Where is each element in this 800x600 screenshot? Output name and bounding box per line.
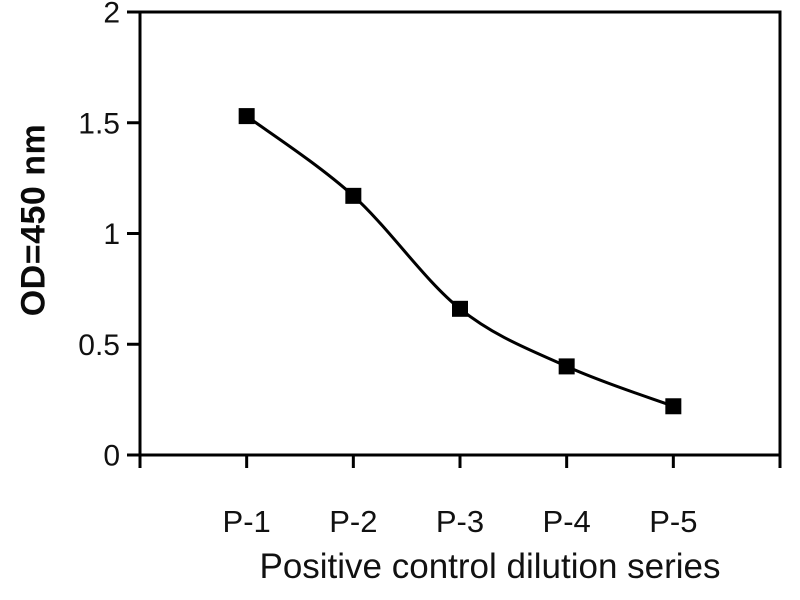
y-tick-label: 2 (103, 0, 120, 30)
y-tick-label: 1 (103, 218, 120, 251)
data-series-line (245, 114, 674, 408)
x-tick-label: P-2 (329, 504, 377, 539)
data-point-marker (665, 398, 682, 415)
x-tick-label: P-5 (649, 504, 697, 539)
x-tick-label: P-3 (436, 504, 484, 539)
data-point-marker (558, 358, 575, 375)
x-axis-title: Positive control dilution series (259, 547, 721, 586)
data-point-marker (345, 187, 362, 204)
y-tick-label: 0 (103, 440, 120, 473)
plot-frame (138, 10, 782, 457)
y-tick-label: 1.5 (78, 107, 120, 140)
data-point-marker (238, 108, 255, 125)
x-tick-label: P-1 (223, 504, 271, 539)
y-tick-label: 0.5 (78, 329, 120, 362)
y-axis-title: OD=450 nm (14, 123, 53, 317)
x-tick-label: P-4 (543, 504, 591, 539)
data-point-marker (452, 300, 468, 317)
